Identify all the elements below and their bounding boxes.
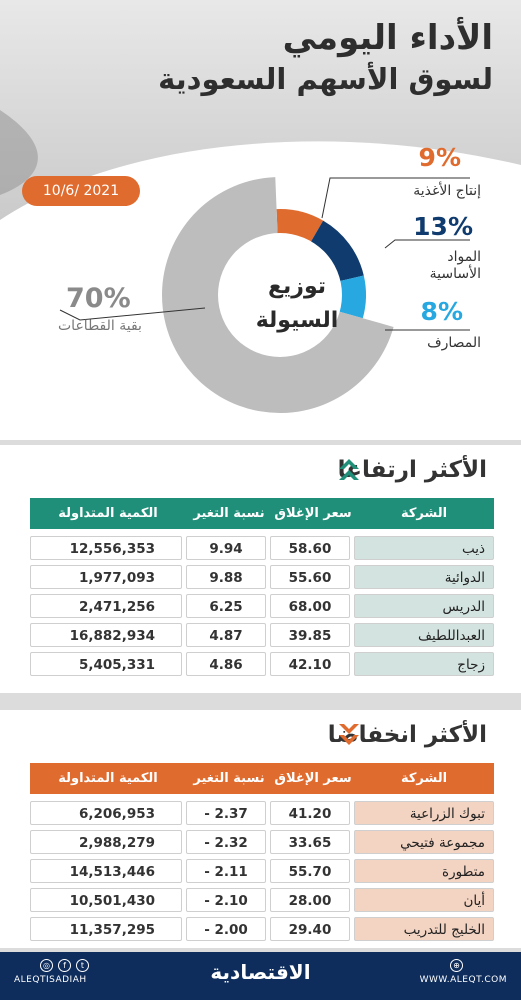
col-company: الشركة bbox=[400, 771, 448, 786]
double-arrow-down-icon bbox=[339, 724, 359, 745]
volume-cell: 16,882,934 bbox=[30, 623, 182, 647]
pct-food: 9% bbox=[418, 143, 461, 172]
col-company: الشركة bbox=[400, 506, 448, 521]
company-cell: مجموعة فتيحي bbox=[354, 830, 494, 854]
company-cell: الدوائية bbox=[354, 565, 494, 589]
change-pct-cell: 6.25 bbox=[186, 594, 266, 618]
table-row: مجموعة فتيحي 33.65- 2.32 2,988,279 bbox=[30, 830, 494, 854]
losers-table-header: الشركة سعر الإغلاق نسبة التغير % الكمية … bbox=[30, 763, 494, 817]
facebook-icon[interactable]: f bbox=[58, 959, 71, 972]
table-row: متطورة 55.70- 2.11 14,513,446 bbox=[30, 859, 494, 883]
donut-hole bbox=[218, 233, 342, 357]
change-pct-cell: - 2.32 bbox=[186, 830, 266, 854]
col-close: سعر الإغلاق bbox=[274, 771, 352, 786]
company-cell: أيان bbox=[354, 888, 494, 912]
liquidity-panel: الأداء اليومي لسوق الأسهم السعودية 10/6/… bbox=[0, 0, 521, 440]
change-pct-cell: 4.86 bbox=[186, 652, 266, 676]
close-price-cell: 28.00 bbox=[270, 888, 350, 912]
volume-cell: 6,206,953 bbox=[30, 801, 182, 825]
table-row: الدوائية 55.60 9.88 1,977,093 bbox=[30, 565, 494, 589]
table-row: تبوك الزراعية 41.20- 2.37 6,206,953 bbox=[30, 801, 494, 825]
close-price-cell: 41.20 bbox=[270, 801, 350, 825]
date-badge: 10/6/ 2021 bbox=[22, 176, 140, 206]
change-pct-cell: - 2.10 bbox=[186, 888, 266, 912]
donut-center-label: توزيع السيولة bbox=[237, 270, 357, 338]
gainers-title: الأكثر ارتفاعا bbox=[337, 457, 487, 483]
change-pct-cell: 9.88 bbox=[186, 565, 266, 589]
volume-cell: 1,977,093 bbox=[30, 565, 182, 589]
change-pct-cell: 9.94 bbox=[186, 536, 266, 560]
change-pct-cell: - 2.00 bbox=[186, 917, 266, 941]
gainers-section: الأكثر ارتفاعا الشركة سعر الإغلاق نسبة ا… bbox=[0, 445, 521, 693]
donut-center-line2: السيولة bbox=[255, 308, 339, 333]
volume-cell: 2,471,256 bbox=[30, 594, 182, 618]
leader-lines bbox=[59, 177, 470, 331]
table-row: الخليج للتدريب 29.40- 2.00 11,357,295 bbox=[30, 917, 494, 941]
gainers-table-header: الشركة سعر الإغلاق نسبة التغير % الكمية … bbox=[30, 498, 494, 552]
pct-others: 70% bbox=[66, 283, 131, 314]
volume-cell: 10,501,430 bbox=[30, 888, 182, 912]
label-banks: المصارف bbox=[427, 335, 481, 351]
close-price-cell: 29.40 bbox=[270, 917, 350, 941]
pct-materials: 13% bbox=[413, 212, 473, 241]
close-price-cell: 58.60 bbox=[270, 536, 350, 560]
close-price-cell: 42.10 bbox=[270, 652, 350, 676]
col-close: سعر الإغلاق bbox=[274, 506, 352, 521]
label-others: بقية القطاعات bbox=[58, 318, 142, 334]
table-row: ذيب 58.60 9.94 12,556,353 bbox=[30, 536, 494, 560]
company-cell: العبداللطيف bbox=[354, 623, 494, 647]
volume-cell: 14,513,446 bbox=[30, 859, 182, 883]
label-materials: المواد الأساسية bbox=[430, 249, 481, 283]
volume-cell: 5,405,331 bbox=[30, 652, 182, 676]
company-cell: تبوك الزراعية bbox=[354, 801, 494, 825]
label-materials-line1: المواد bbox=[447, 249, 481, 265]
label-food: إنتاج الأغذية bbox=[413, 183, 481, 199]
company-cell: ذيب bbox=[354, 536, 494, 560]
volume-cell: 2,988,279 bbox=[30, 830, 182, 854]
col-volume: الكمية المتداولة bbox=[58, 506, 158, 521]
col-change: نسبة التغير % bbox=[193, 771, 265, 817]
volume-cell: 12,556,353 bbox=[30, 536, 182, 560]
table-row: الدريس 68.00 6.25 2,471,256 bbox=[30, 594, 494, 618]
close-price-cell: 55.70 bbox=[270, 859, 350, 883]
company-cell: زجاج bbox=[354, 652, 494, 676]
close-price-cell: 33.65 bbox=[270, 830, 350, 854]
website-link[interactable]: WWW.ALEQT.COM bbox=[419, 975, 507, 985]
company-cell: متطورة bbox=[354, 859, 494, 883]
losers-section: الأكثر انخفاضا الشركة سعر الإغلاق نسبة ا… bbox=[0, 710, 521, 948]
liquidity-donut bbox=[162, 177, 394, 413]
table-row: العبداللطيف 39.85 4.87 16,882,934 bbox=[30, 623, 494, 647]
col-change: نسبة التغير % bbox=[193, 506, 265, 552]
company-cell: الخليج للتدريب bbox=[354, 917, 494, 941]
donut-center-line1: توزيع bbox=[267, 274, 326, 299]
double-arrow-up-icon bbox=[339, 459, 359, 480]
close-price-cell: 68.00 bbox=[270, 594, 350, 618]
table-row: زجاج 42.10 4.86 5,405,331 bbox=[30, 652, 494, 676]
brand-logo: الاقتصادية bbox=[210, 960, 311, 984]
footer: ◎ f t ALEQTISADIAH الاقتصادية ⊕ WWW.ALEQ… bbox=[0, 952, 521, 1000]
change-pct-cell: - 2.11 bbox=[186, 859, 266, 883]
globe-icon: ⊕ bbox=[450, 959, 463, 972]
change-pct-cell: 4.87 bbox=[186, 623, 266, 647]
change-pct-cell: - 2.37 bbox=[186, 801, 266, 825]
volume-cell: 11,357,295 bbox=[30, 917, 182, 941]
pct-banks: 8% bbox=[420, 297, 463, 326]
instagram-icon[interactable]: ◎ bbox=[40, 959, 53, 972]
col-volume: الكمية المتداولة bbox=[58, 771, 158, 786]
page-title: الأداء اليومي bbox=[282, 18, 493, 58]
close-price-cell: 55.60 bbox=[270, 565, 350, 589]
company-cell: الدريس bbox=[354, 594, 494, 618]
social-handle[interactable]: ALEQTISADIAH bbox=[14, 975, 87, 985]
close-price-cell: 39.85 bbox=[270, 623, 350, 647]
label-materials-line2: الأساسية bbox=[429, 266, 481, 282]
table-row: أيان 28.00- 2.10 10,501,430 bbox=[30, 888, 494, 912]
page-subtitle: لسوق الأسهم السعودية bbox=[158, 62, 493, 96]
twitter-icon[interactable]: t bbox=[76, 959, 89, 972]
